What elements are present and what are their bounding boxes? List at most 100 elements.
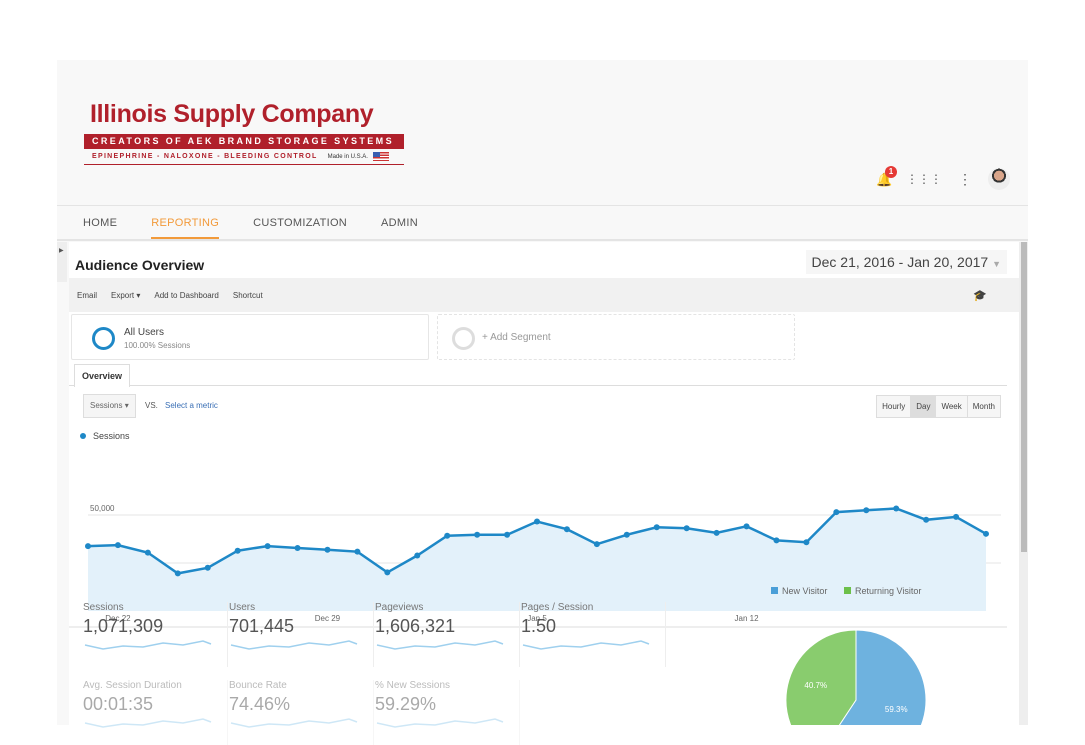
sidebar-toggle[interactable]: ▶ — [57, 242, 67, 282]
segment-all-users[interactable]: All Users 100.00% Sessions — [71, 314, 429, 360]
select-metric-link[interactable]: Select a metric — [165, 401, 218, 410]
data-point — [863, 507, 870, 514]
metric-select[interactable]: Sessions ▾ — [83, 394, 136, 418]
empty-ring-icon — [452, 327, 475, 350]
metric-avg-session-duration[interactable]: Avg. Session Duration 00:01:35 — [83, 680, 228, 745]
metric-value: 74.46% — [229, 694, 291, 714]
data-point — [953, 513, 960, 520]
nav-home[interactable]: HOME — [83, 217, 118, 229]
legend-label: Sessions — [93, 431, 130, 441]
sparkline — [522, 640, 650, 650]
metric-label: Avg. Session Duration — [83, 680, 182, 691]
metric-label: Users — [229, 602, 256, 613]
metric-value: 1,606,321 — [375, 616, 456, 636]
data-point — [833, 509, 840, 516]
metric-label: Pages / Session — [521, 602, 594, 613]
segment-ring-icon — [92, 327, 115, 350]
data-point — [743, 523, 750, 530]
legend-swatch — [771, 587, 778, 594]
scrollbar[interactable] — [1019, 242, 1028, 725]
metric-value: 1,071,309 — [83, 616, 164, 636]
brand-tagline: CREATORS OF AEK BRAND STORAGE SYSTEMS — [84, 134, 404, 149]
data-point — [983, 530, 989, 537]
metric-label: % New Sessions — [375, 680, 451, 691]
legend-dot — [80, 433, 86, 439]
day-button[interactable]: Day — [910, 396, 936, 417]
data-point — [653, 524, 660, 531]
y-tick-label: 50,000 — [90, 504, 115, 513]
page-title: Audience Overview — [75, 257, 205, 273]
toolbar: Email Export ▾ Add to Dashboard Shortcut… — [69, 278, 1019, 312]
data-point — [504, 531, 511, 538]
x-tick-label: Jan 5 — [527, 614, 547, 623]
sparkline — [84, 718, 212, 728]
data-point — [234, 547, 241, 554]
brand-name: Illinois Supply Company — [90, 100, 374, 128]
granularity-group: Hourly Day Week Month — [876, 395, 1001, 418]
data-point — [85, 543, 91, 550]
notification-badge: 1 — [885, 166, 897, 178]
graduation-cap-icon[interactable]: 🎓 — [973, 289, 987, 302]
bell-icon[interactable]: 🔔 1 — [876, 166, 897, 187]
sparkline — [376, 640, 504, 650]
data-point — [174, 570, 181, 577]
sparkline — [230, 640, 358, 650]
legend-label: New Visitor — [782, 586, 827, 596]
analytics-window: Illinois Supply Company CREATORS OF AEK … — [57, 60, 1028, 745]
data-point — [593, 541, 600, 548]
email-button[interactable]: Email — [77, 290, 98, 300]
data-point — [474, 531, 481, 538]
legend-label: Returning Visitor — [855, 586, 921, 596]
metric--new-sessions[interactable]: % New Sessions 59.29% — [375, 680, 520, 745]
report-panel: Audience Overview Dec 21, 2016 - Jan 20,… — [69, 242, 1019, 745]
visitor-pie-chart: New Visitor Returning Visitor 59.3% 40.7% — [771, 586, 927, 725]
metric-pageviews[interactable]: Pageviews 1,606,321 — [375, 602, 520, 667]
date-range-picker[interactable]: Dec 21, 2016 - Jan 20, 2017 ▼ — [805, 250, 1007, 274]
data-point — [354, 548, 361, 555]
data-point — [803, 539, 810, 546]
data-point — [623, 531, 630, 538]
main-nav: HOME REPORTING CUSTOMIZATION ADMIN — [57, 205, 1028, 241]
shortcut-button[interactable]: Shortcut — [232, 290, 263, 300]
metric-value: 59.29% — [375, 694, 437, 714]
apps-grid-icon[interactable]: ⋮⋮⋮ — [906, 172, 942, 186]
tab-overview[interactable]: Overview — [74, 364, 131, 387]
x-tick-label: Dec 22 — [105, 614, 131, 623]
add-to-dashboard-button[interactable]: Add to Dashboard — [154, 290, 219, 300]
metric-bounce-rate[interactable]: Bounce Rate 74.46% — [229, 680, 374, 745]
month-button[interactable]: Month — [966, 396, 1000, 417]
data-point — [713, 529, 720, 536]
data-point — [444, 532, 451, 539]
data-point — [324, 546, 331, 553]
week-button[interactable]: Week — [935, 396, 967, 417]
metric-label: Sessions — [83, 602, 124, 613]
x-tick-label: Jan 12 — [735, 614, 760, 623]
metric-users[interactable]: Users 701,445 — [229, 602, 374, 667]
data-point — [534, 518, 540, 525]
hourly-button[interactable]: Hourly — [877, 396, 911, 417]
made-in-usa: Made in U.S.A. — [327, 153, 368, 160]
metric-label: Bounce Rate — [229, 680, 287, 691]
data-point — [414, 552, 421, 559]
more-vert-icon[interactable]: ⋮ — [958, 170, 972, 187]
header-icons: 🔔 1 ⋮⋮⋮ ⋮ — [876, 166, 1010, 190]
nav-customization[interactable]: CUSTOMIZATION — [253, 217, 348, 229]
nav-reporting[interactable]: REPORTING — [151, 206, 220, 239]
nav-admin[interactable]: ADMIN — [381, 217, 418, 229]
data-point — [923, 516, 930, 523]
pie-slice — [785, 629, 857, 725]
metric-select-value: Sessions — [90, 401, 123, 410]
metric-pages-session[interactable]: Pages / Session 1.50 — [521, 602, 666, 667]
date-range-text: Dec 21, 2016 - Jan 20, 2017 — [811, 254, 989, 270]
add-segment-button[interactable]: + Add Segment — [437, 314, 795, 360]
avatar[interactable] — [988, 168, 1010, 190]
slice-label: 40.7% — [804, 681, 827, 690]
metric-sessions[interactable]: Sessions 1,071,309 — [83, 602, 228, 667]
export-button[interactable]: Export ▾ — [111, 290, 141, 300]
slice-label: 59.3% — [885, 705, 908, 714]
data-point — [114, 542, 121, 549]
tab-divider — [69, 385, 1007, 386]
data-point — [683, 525, 690, 532]
subline-text: EPINEPHRINE - NALOXONE - BLEEDING CONTRO… — [92, 153, 318, 160]
us-flag-icon — [372, 152, 389, 161]
